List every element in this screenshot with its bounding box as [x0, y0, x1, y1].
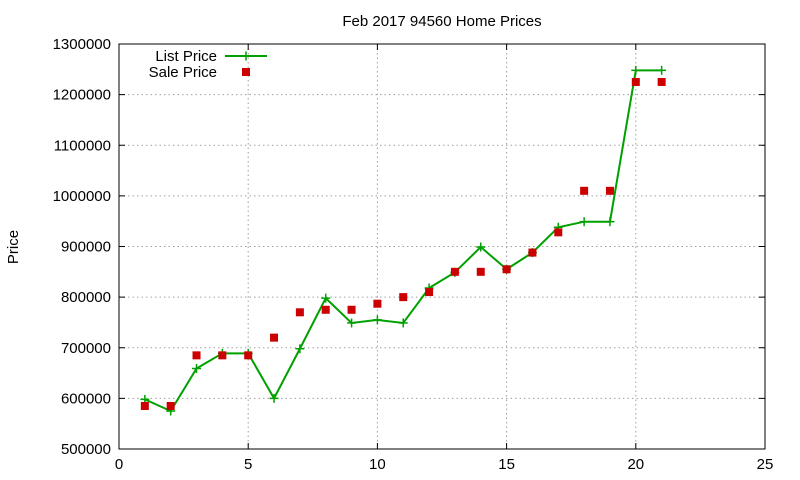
legend-label: List Price [155, 48, 217, 65]
y-tick-label: 1000000 [53, 188, 111, 205]
y-tick-label: 700000 [61, 340, 111, 357]
sale-price-point [425, 288, 434, 297]
sale-price-point [528, 248, 537, 257]
y-tick-label: 1300000 [53, 36, 111, 53]
sale-price-point [399, 293, 408, 302]
sale-price-point [657, 77, 666, 86]
series-1 [140, 77, 666, 410]
series-layer [140, 65, 667, 416]
y-tick-label: 800000 [61, 289, 111, 306]
list-price-point [605, 217, 615, 227]
sale-price-point [244, 351, 253, 360]
sale-price-point [554, 228, 563, 237]
x-tick-label: 25 [757, 456, 774, 473]
y-tick-label: 600000 [61, 390, 111, 407]
sale-price-point [218, 351, 227, 360]
x-tick-label: 15 [498, 456, 515, 473]
x-tick-label: 0 [115, 456, 123, 473]
ticks: 0 5 10 15 20 25 500000 600000 700000 800000 900000… [53, 36, 774, 473]
x-tick-label: 20 [627, 456, 644, 473]
list-price-point [631, 65, 641, 75]
list-price-line [144, 69, 662, 413]
legend-square-marker [242, 68, 250, 76]
legend-label: Sale Price [149, 64, 217, 81]
sale-price-point [140, 401, 149, 410]
sale-price-point [502, 265, 511, 274]
sale-price-point [373, 299, 382, 308]
sale-price-point [270, 333, 279, 342]
sale-price-point [321, 305, 330, 314]
sale-price-point [192, 351, 201, 360]
y-tick-label: 500000 [61, 441, 111, 458]
sale-price-point [347, 305, 356, 314]
sale-price-point [605, 186, 614, 195]
list-price-point [192, 364, 202, 374]
series-0 [140, 65, 667, 416]
legend-plus-marker [241, 51, 251, 61]
list-price-point [579, 217, 589, 227]
x-tick-label: 10 [369, 456, 386, 473]
list-price-point [269, 393, 279, 403]
sale-price-point [450, 267, 459, 276]
sale-price-point [476, 267, 485, 276]
list-price-point [657, 65, 667, 75]
sale-price-point [631, 77, 640, 86]
y-tick-label: 1100000 [54, 137, 111, 154]
list-price-point [295, 344, 305, 354]
grid [119, 44, 765, 449]
list-price-point [321, 293, 331, 303]
list-price-point [372, 315, 382, 325]
chart-title: Feb 2017 94560 Home Prices [342, 13, 541, 30]
y-tick-label: 900000 [61, 239, 111, 256]
sale-price-point [166, 401, 175, 410]
list-price-point [476, 242, 486, 252]
y-axis-label: Price [5, 230, 22, 264]
list-price-point [398, 318, 408, 328]
list-price-point [347, 318, 357, 328]
sale-price-point [295, 308, 304, 317]
x-tick-label: 5 [244, 456, 252, 473]
y-tick-label: 1200000 [53, 87, 111, 104]
sale-price-point [580, 186, 589, 195]
